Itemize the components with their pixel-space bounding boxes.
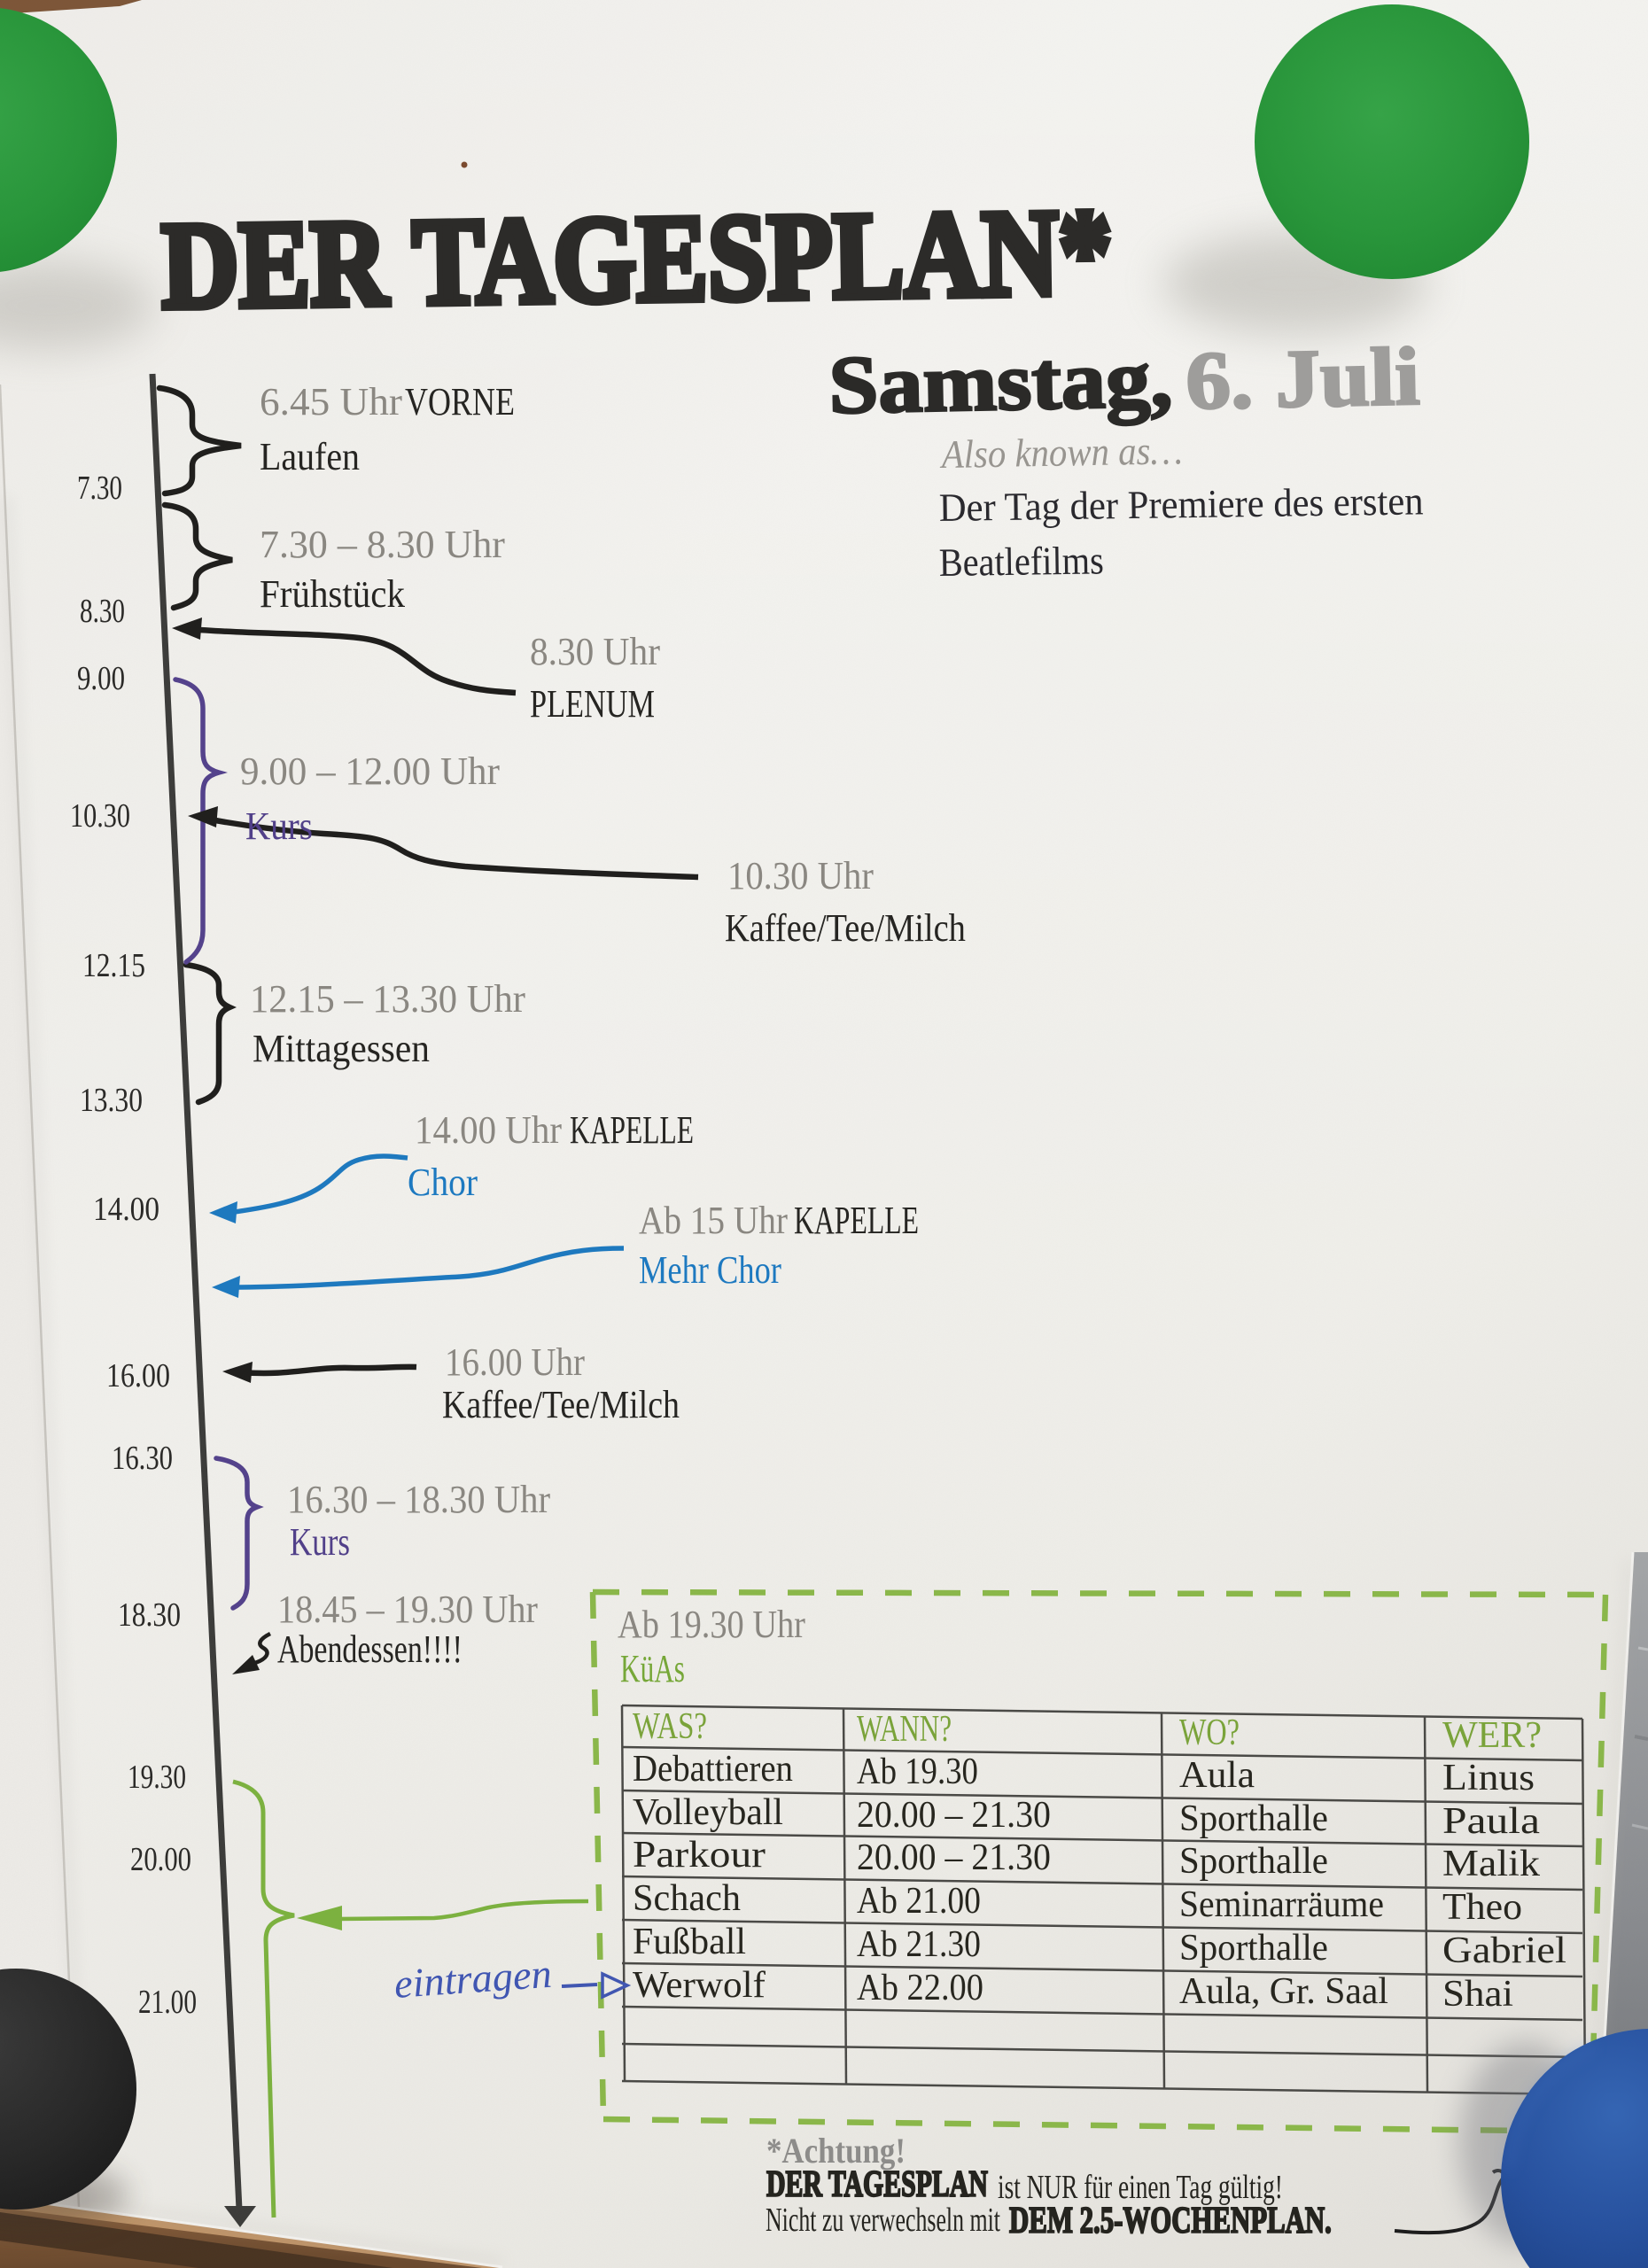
svg-text:Parkour: Parkour [633,1833,766,1875]
svg-text:Chor: Chor [408,1161,478,1204]
svg-text:WANN?: WANN? [857,1707,952,1749]
svg-text:Ab 21.00: Ab 21.00 [857,1879,981,1921]
svg-text:Sporthalle: Sporthalle [1179,1839,1328,1881]
svg-text:9.00: 9.00 [77,660,125,697]
svg-text:Kaffee/Tee/Milch: Kaffee/Tee/Milch [725,906,966,950]
svg-text:Ab 22.00: Ab 22.00 [857,1966,983,2008]
svg-text:PLENUM: PLENUM [530,682,655,726]
svg-text:Ab 21.30: Ab 21.30 [857,1922,981,1964]
svg-text:WER?: WER? [1442,1715,1542,1756]
svg-text:14.00 Uhr: 14.00 Uhr [415,1109,562,1153]
svg-text:Sporthalle: Sporthalle [1179,1926,1328,1968]
svg-text:9.00 – 12.00 Uhr: 9.00 – 12.00 Uhr [240,750,500,794]
svg-text:Seminarräume: Seminarräume [1179,1884,1384,1924]
svg-text:Malik: Malik [1442,1843,1541,1884]
svg-text:*Achtung!: *Achtung! [766,2132,906,2171]
svg-text:Volleyball: Volleyball [633,1792,783,1833]
svg-text:12.15 – 13.30 Uhr: 12.15 – 13.30 Uhr [250,977,525,1021]
svg-text:Schach: Schach [633,1877,741,1919]
svg-text:Kurs: Kurs [245,805,313,849]
svg-text:16.00 Uhr: 16.00 Uhr [445,1340,585,1384]
svg-text:Werwolf: Werwolf [633,1965,766,2006]
svg-text:10.30: 10.30 [70,797,130,835]
svg-text:19.30: 19.30 [128,1759,186,1796]
svg-text:Theo: Theo [1442,1887,1522,1928]
svg-text:21.00: 21.00 [138,1984,197,2021]
svg-text:DEM 2.5-WOCHENPLAN.: DEM 2.5-WOCHENPLAN. [1009,2199,1332,2241]
svg-text:Mittagessen: Mittagessen [253,1028,430,1070]
svg-text:Ab 19.30 Uhr: Ab 19.30 Uhr [618,1603,805,1646]
svg-text:Aula, Gr. Saal: Aula, Gr. Saal [1179,1971,1388,2012]
svg-text:Nicht zu verwechseln mit: Nicht zu verwechseln mit [766,2202,1000,2239]
svg-text:Ab 19.30: Ab 19.30 [857,1751,978,1792]
svg-text:18.30: 18.30 [118,1596,181,1633]
svg-text:Kurs: Kurs [290,1520,350,1564]
svg-text:Laufen: Laufen [260,436,360,478]
svg-text:KAPELLE: KAPELLE [570,1109,694,1152]
svg-text:WO?: WO? [1179,1713,1240,1753]
svg-text:VORNE: VORNE [405,380,515,423]
svg-text:Sporthalle: Sporthalle [1179,1797,1328,1838]
svg-text:12.15: 12.15 [82,946,145,983]
svg-text:6.45 Uhr: 6.45 Uhr [260,380,402,423]
svg-text:Gabriel: Gabriel [1442,1929,1566,1970]
svg-text:Beatlefilms: Beatlefilms [938,539,1104,585]
svg-text:10.30 Uhr: 10.30 Uhr [727,855,874,898]
svg-text:8.30: 8.30 [80,593,125,630]
svg-text:14.00: 14.00 [93,1190,159,1228]
svg-text:16.00: 16.00 [106,1356,170,1394]
svg-text:Samstag,: Samstag, [828,333,1173,431]
svg-text:Debattieren: Debattieren [633,1748,793,1790]
svg-text:Shai: Shai [1442,1973,1513,2014]
svg-text:Kaffee/Tee/Milch: Kaffee/Tee/Milch [442,1382,680,1425]
svg-text:20.00 – 21.30: 20.00 – 21.30 [857,1837,1051,1877]
svg-text:KüAs: KüAs [620,1648,685,1690]
svg-text:18.45 – 19.30 Uhr: 18.45 – 19.30 Uhr [277,1588,538,1631]
svg-text:Ab 15 Uhr: Ab 15 Uhr [639,1200,788,1243]
svg-text:13.30: 13.30 [80,1081,143,1118]
svg-text:Fußball: Fußball [633,1922,746,1962]
svg-text:eintragen: eintragen [393,1951,553,2007]
svg-text:DER TAGESPLAN*: DER TAGESPLAN* [160,183,1113,335]
svg-text:KAPELLE: KAPELLE [794,1200,919,1242]
svg-text:ist NUR für einen Tag gültig!: ist NUR für einen Tag gültig! [998,2170,1283,2206]
svg-text:16.30: 16.30 [112,1440,173,1477]
svg-text:Der Tag der Premiere des erste: Der Tag der Premiere des ersten [938,479,1424,530]
svg-text:20.00 – 21.30: 20.00 – 21.30 [857,1794,1051,1835]
svg-text:DER TAGESPLAN: DER TAGESPLAN [766,2163,988,2204]
svg-text:7.30: 7.30 [77,470,122,507]
svg-text:Paula: Paula [1442,1799,1540,1841]
svg-text:WAS?: WAS? [633,1705,707,1747]
svg-text:Aula: Aula [1179,1755,1255,1796]
svg-text:Mehr Chor: Mehr Chor [639,1248,781,1292]
svg-text:Also known as…: Also known as… [938,429,1183,477]
svg-text:6. Juli: 6. Juli [1185,330,1420,427]
svg-text:20.00: 20.00 [130,1841,191,1878]
svg-text:7.30 – 8.30 Uhr: 7.30 – 8.30 Uhr [260,523,505,566]
svg-text:8.30 Uhr: 8.30 Uhr [530,631,660,673]
svg-text:16.30 – 18.30 Uhr: 16.30 – 18.30 Uhr [287,1479,550,1522]
svg-text:Abendessen!!!!: Abendessen!!!! [277,1628,463,1671]
svg-text:Frühstück: Frühstück [260,573,406,617]
svg-text:Linus: Linus [1442,1758,1535,1798]
